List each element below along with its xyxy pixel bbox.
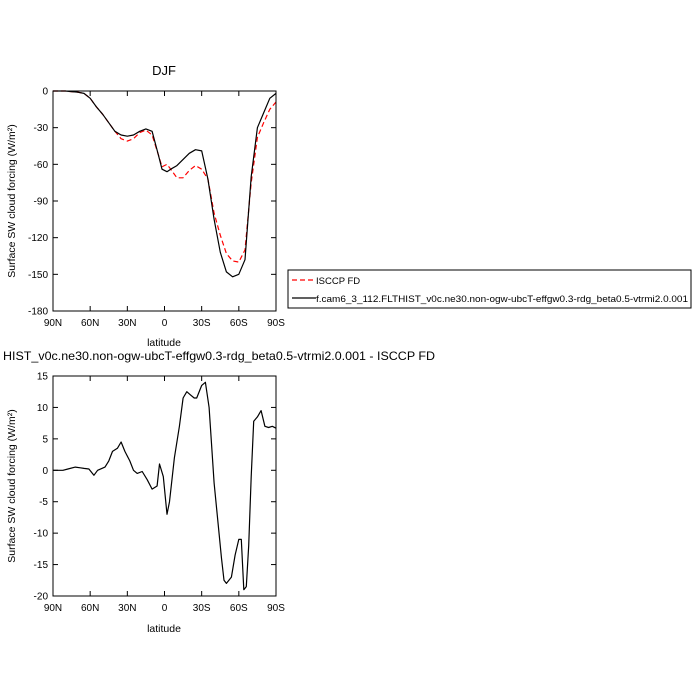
bottom-x-tick-label: 90N xyxy=(44,603,62,614)
top-series-lines xyxy=(53,90,277,278)
top-y-tick-label: -30 xyxy=(34,123,49,134)
bottom-x-tick-label: 0 xyxy=(162,603,168,614)
legend: ISCCP FD f.cam6_3_112.FLTHIST_v0c.ne30.n… xyxy=(287,269,692,309)
bottom-y-tick-label: 0 xyxy=(42,466,48,477)
top-y-tick-label: -90 xyxy=(34,197,49,208)
bottom-chart-title: HIST_v0c.ne30.non-ogw-ubcT-effgw0.3-rdg_… xyxy=(3,349,435,363)
bottom-y-tick-label: -15 xyxy=(34,560,49,571)
legend-box xyxy=(287,269,692,309)
bottom-y-tick-label: 15 xyxy=(37,372,49,383)
bottom-x-tick-label: 30S xyxy=(193,603,211,614)
bottom-x-axis-label: latitude xyxy=(147,623,181,635)
top-x-tick-label: 30S xyxy=(193,318,211,329)
bottom-x-tick-label: 60N xyxy=(81,603,99,614)
top-x-tick-label: 60S xyxy=(230,318,248,329)
top-chart-title: DJF xyxy=(152,63,176,78)
bottom-y-tick-label: -10 xyxy=(34,529,49,540)
bottom-series-lines xyxy=(53,381,277,591)
bottom-y-tick-label: -20 xyxy=(34,592,49,603)
legend-label-isccp: ISCCP FD xyxy=(316,276,360,287)
top-y-tick-label: -120 xyxy=(28,233,48,244)
top-x-tick-label: 60N xyxy=(81,318,99,329)
bottom-x-tick-label: 60S xyxy=(230,603,248,614)
bottom-y-tick-label: 5 xyxy=(42,434,48,445)
bottom-x-tick-label: 30N xyxy=(118,603,136,614)
top-y-tick-label: 0 xyxy=(42,87,48,98)
top-y-axis-label: Surface SW cloud forcing (W/m²) xyxy=(6,124,18,277)
bottom-x-ticks: 90N 60N 30N 0 30S 60S 90S xyxy=(44,376,285,614)
top-x-tick-label: 90S xyxy=(267,318,285,329)
top-x-tick-label: 90N xyxy=(44,318,62,329)
top-y-tick-label: -180 xyxy=(28,307,48,318)
top-y-tick-label: -60 xyxy=(34,160,49,171)
top-series-line-model xyxy=(53,90,277,278)
bottom-series-line-model xyxy=(53,381,277,591)
bottom-panel: HIST_v0c.ne30.non-ogw-ubcT-effgw0.3-rdg_… xyxy=(3,349,435,635)
top-x-tick-label: 30N xyxy=(118,318,136,329)
top-x-axis-label: latitude xyxy=(147,337,181,349)
top-panel: DJF 0 -30 -60 -90 -120 -150 -180 90N 60N 30N 0 30S… xyxy=(6,63,692,349)
top-y-tick-label: -150 xyxy=(28,270,48,281)
bottom-y-tick-label: 10 xyxy=(37,403,49,414)
bottom-y-tick-label: -5 xyxy=(39,497,48,508)
top-plot-frame xyxy=(52,90,277,312)
bottom-plot-frame xyxy=(52,375,277,597)
bottom-x-tick-label: 90S xyxy=(267,603,285,614)
legend-label-model: f.cam6_3_112.FLTHIST_v0c.ne30.non-ogw-ub… xyxy=(316,294,688,305)
bottom-y-axis-label: Surface SW cloud forcing (W/m²) xyxy=(6,409,18,562)
top-x-tick-label: 0 xyxy=(162,318,168,329)
